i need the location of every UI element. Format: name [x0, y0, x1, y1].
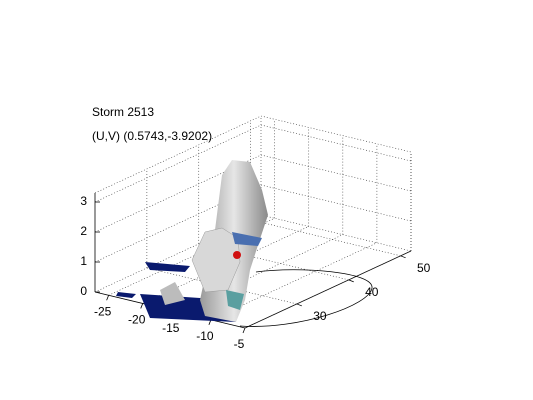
grid-line — [94, 124, 262, 203]
storm-center — [233, 251, 241, 259]
floor-patch — [116, 292, 136, 298]
z-tick-label: 0 — [80, 284, 87, 298]
grid-line — [94, 154, 262, 233]
tick-mark — [106, 295, 110, 301]
surface — [116, 160, 373, 327]
surface-patch — [232, 232, 262, 246]
y-tick-label: 30 — [313, 309, 327, 323]
chart-title: Storm 2513 — [92, 105, 154, 119]
surface-lobe — [160, 282, 185, 305]
x-tick-label: -15 — [162, 321, 180, 335]
grid-line — [94, 214, 262, 293]
tick-mark — [296, 303, 303, 307]
surface-lobe — [191, 227, 241, 293]
floor-patch — [145, 262, 190, 272]
grid-line — [94, 184, 262, 263]
x-tick-label: -25 — [94, 304, 112, 318]
grid-line — [260, 154, 412, 192]
z-tick-label: 2 — [80, 224, 87, 238]
track-curve — [239, 269, 373, 327]
x-tick-label: -5 — [234, 337, 245, 351]
tick-mark — [400, 255, 406, 259]
x-tick-label: -10 — [196, 329, 214, 343]
box-edge — [260, 115, 412, 153]
box-edge — [94, 115, 262, 194]
chart-subtitle: (U,V) (0.5743,-3.9202) — [92, 129, 212, 143]
surface-patch — [226, 290, 244, 310]
z-tick-label: 1 — [80, 254, 87, 268]
grid-line — [260, 214, 412, 252]
y-tick-label: 50 — [417, 261, 431, 275]
y-tick-label: 40 — [365, 285, 379, 299]
grid-line — [260, 184, 412, 222]
tick-mark — [348, 279, 354, 283]
tick-mark — [242, 327, 246, 334]
tick-mark — [140, 303, 144, 309]
z-tick-label: 3 — [80, 194, 87, 208]
grid-line — [250, 219, 401, 257]
grid-line — [108, 218, 275, 296]
x-tick-label: -20 — [128, 313, 146, 327]
grid-line — [260, 124, 412, 162]
grid-line — [244, 250, 412, 329]
